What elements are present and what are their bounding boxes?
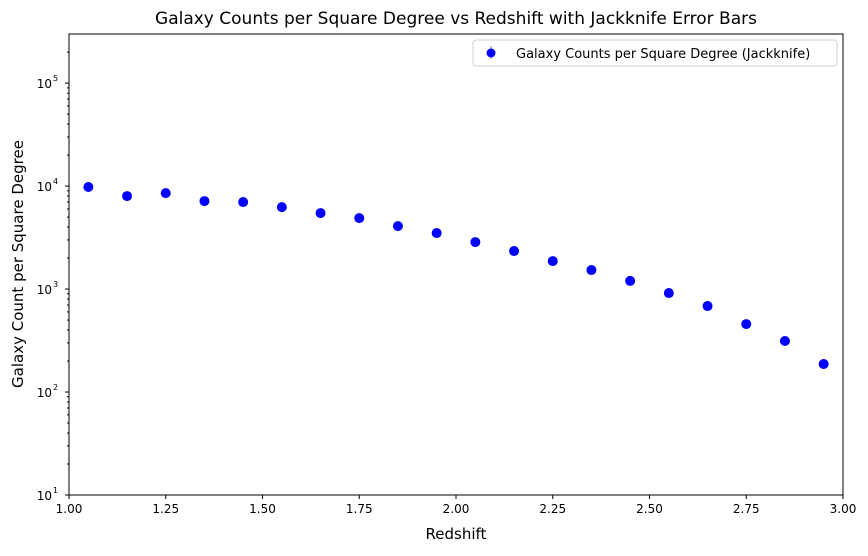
- data-point: [238, 197, 249, 208]
- x-tick-label: 1.25: [152, 502, 179, 516]
- y-tick-exponent: 4: [53, 177, 58, 186]
- y-tick-label: 10: [37, 180, 52, 194]
- data-point: [702, 301, 713, 312]
- data-point: [199, 196, 210, 207]
- legend: Galaxy Counts per Square Degree (Jackkni…: [472, 39, 838, 67]
- data-point: [818, 359, 829, 370]
- x-tick-label: 1.50: [249, 502, 276, 516]
- data-point: [83, 181, 94, 192]
- data-point: [779, 336, 790, 347]
- legend-marker-icon: [486, 48, 496, 58]
- data-point: [547, 256, 558, 267]
- data-point: [276, 202, 287, 213]
- x-tick-label: 2.50: [636, 502, 663, 516]
- y-axis-label: Galaxy Count per Square Degree: [9, 140, 27, 388]
- y-tick-label: 10: [37, 283, 52, 297]
- data-point: [509, 246, 520, 257]
- data-point: [470, 237, 481, 248]
- data-point: [354, 213, 365, 224]
- chart-title: Galaxy Counts per Square Degree vs Redsh…: [155, 9, 757, 29]
- axes-frame: [68, 33, 844, 496]
- y-tick-exponent: 5: [53, 74, 58, 83]
- x-tick-label: 2.25: [539, 502, 566, 516]
- x-tick-label: 3.00: [830, 502, 857, 516]
- data-point: [663, 288, 674, 299]
- data-point: [625, 275, 636, 286]
- x-tick-label: 1.00: [56, 502, 83, 516]
- legend-box: [472, 39, 838, 67]
- y-tick-exponent: 2: [53, 383, 58, 392]
- y-tick-exponent: 3: [53, 280, 58, 289]
- data-point: [392, 221, 403, 232]
- data-point: [741, 319, 752, 330]
- x-axis: 1.00 1.25 1.50 1.75 2.00 2.25 2.50 2.75 3.00: [56, 495, 857, 516]
- x-tick-label: 2.00: [443, 502, 470, 516]
- plot-area: [83, 181, 829, 370]
- data-point: [586, 265, 597, 276]
- data-point: [315, 208, 326, 219]
- data-point: [122, 191, 133, 202]
- y-tick-exponent: 1: [53, 486, 58, 495]
- data-point: [431, 228, 442, 239]
- y-tick-label: 10: [37, 386, 52, 400]
- data-point: [160, 188, 171, 199]
- legend-label: Galaxy Counts per Square Degree (Jackkni…: [516, 47, 810, 62]
- x-tick-label: 2.75: [733, 502, 760, 516]
- x-tick-label: 1.75: [346, 502, 373, 516]
- x-axis-label: Redshift: [426, 525, 487, 543]
- y-tick-label: 10: [37, 77, 52, 91]
- y-tick-label: 10: [37, 489, 52, 503]
